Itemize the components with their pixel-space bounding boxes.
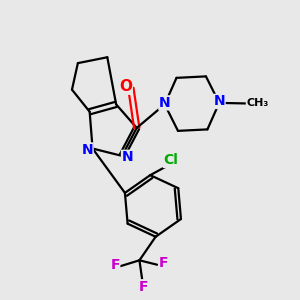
- Text: N: N: [122, 150, 133, 164]
- Text: F: F: [110, 258, 120, 272]
- Text: Cl: Cl: [164, 153, 178, 167]
- Text: CH₃: CH₃: [246, 98, 268, 109]
- Text: N: N: [82, 143, 93, 157]
- Text: F: F: [159, 256, 168, 270]
- Text: F: F: [139, 280, 148, 294]
- Text: N: N: [213, 94, 225, 108]
- Text: O: O: [119, 79, 132, 94]
- Text: N: N: [159, 96, 170, 110]
